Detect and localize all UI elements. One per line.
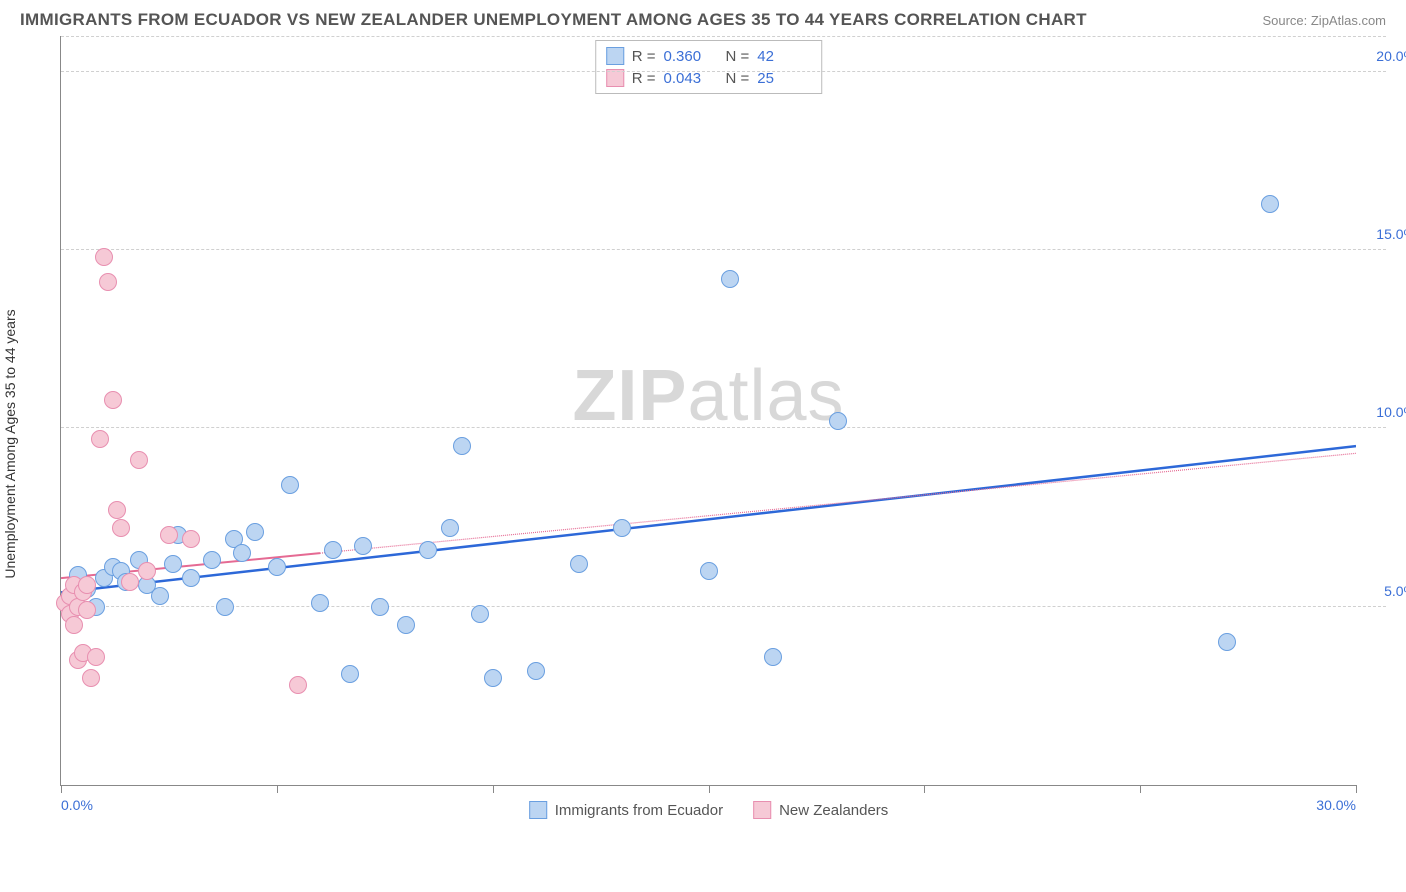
legend-series: Immigrants from Ecuador New Zealanders <box>529 801 889 819</box>
legend-r-value: 0.360 <box>664 48 718 65</box>
scatter-point-ecuador <box>281 476 299 494</box>
scatter-point-ecuador <box>441 519 459 537</box>
scatter-point-nz <box>138 562 156 580</box>
gridline <box>61 249 1386 250</box>
watermark-light: atlas <box>687 356 844 436</box>
scatter-point-ecuador <box>324 541 342 559</box>
legend-series-label: Immigrants from Ecuador <box>555 802 723 819</box>
gridline <box>61 71 1386 72</box>
scatter-point-ecuador <box>829 412 847 430</box>
scatter-point-ecuador <box>397 616 415 634</box>
scatter-point-nz <box>121 573 139 591</box>
scatter-point-nz <box>99 273 117 291</box>
gridline <box>61 427 1386 428</box>
scatter-point-ecuador <box>471 605 489 623</box>
scatter-point-nz <box>130 451 148 469</box>
scatter-point-ecuador <box>341 665 359 683</box>
plot-area: ZIPatlas R =0.360N =42R =0.043N =25 Immi… <box>60 36 1356 786</box>
x-tick <box>61 785 62 793</box>
legend-stat-row: R = 0.360 N = 42 <box>606 45 812 67</box>
scatter-point-nz <box>160 526 178 544</box>
scatter-point-nz <box>112 519 130 537</box>
watermark: ZIPatlas <box>572 355 844 437</box>
scatter-point-ecuador <box>419 541 437 559</box>
page-title: IMMIGRANTS FROM ECUADOR VS NEW ZEALANDER… <box>20 10 1087 30</box>
scatter-point-ecuador <box>246 523 264 541</box>
y-tick-label: 20.0% <box>1376 48 1406 64</box>
scatter-point-nz <box>289 676 307 694</box>
legend-n-value: 25 <box>757 70 811 87</box>
scatter-point-ecuador <box>613 519 631 537</box>
x-tick <box>493 785 494 793</box>
gridline <box>61 36 1386 37</box>
scatter-point-ecuador <box>484 669 502 687</box>
scatter-point-nz <box>65 616 83 634</box>
scatter-point-nz <box>104 391 122 409</box>
legend-series-item: Immigrants from Ecuador <box>529 801 723 819</box>
y-tick-label: 5.0% <box>1384 583 1406 599</box>
legend-swatch <box>529 801 547 819</box>
scatter-point-nz <box>108 501 126 519</box>
legend-swatch <box>606 69 624 87</box>
scatter-point-nz <box>91 430 109 448</box>
x-tick <box>1356 785 1357 793</box>
scatter-point-ecuador <box>216 598 234 616</box>
scatter-point-nz <box>182 530 200 548</box>
legend-swatch <box>606 47 624 65</box>
scatter-point-ecuador <box>764 648 782 666</box>
x-tick-label: 0.0% <box>61 797 93 813</box>
scatter-point-ecuador <box>311 594 329 612</box>
legend-n-value: 42 <box>757 48 811 65</box>
scatter-point-ecuador <box>233 544 251 562</box>
scatter-point-ecuador <box>453 437 471 455</box>
legend-r-label: R = <box>632 70 656 87</box>
source-attribution: Source: ZipAtlas.com <box>1262 13 1386 28</box>
scatter-point-ecuador <box>182 569 200 587</box>
legend-series-label: New Zealanders <box>779 802 888 819</box>
scatter-point-ecuador <box>1218 633 1236 651</box>
scatter-point-ecuador <box>1261 195 1279 213</box>
scatter-point-ecuador <box>151 587 169 605</box>
scatter-point-ecuador <box>570 555 588 573</box>
scatter-point-nz <box>95 248 113 266</box>
correlation-chart: Unemployment Among Ages 35 to 44 years Z… <box>20 36 1386 836</box>
watermark-bold: ZIP <box>572 356 687 436</box>
legend-r-label: R = <box>632 48 656 65</box>
scatter-point-ecuador <box>164 555 182 573</box>
legend-n-label: N = <box>726 70 750 87</box>
legend-stats: R = 0.360 N = 42 R = 0.043 N = 25 <box>595 40 823 94</box>
gridline <box>61 606 1386 607</box>
scatter-point-nz <box>87 648 105 666</box>
scatter-point-ecuador <box>203 551 221 569</box>
x-tick <box>1140 785 1141 793</box>
legend-n-label: N = <box>726 48 750 65</box>
scatter-point-ecuador <box>721 270 739 288</box>
x-tick <box>709 785 710 793</box>
scatter-point-ecuador <box>700 562 718 580</box>
scatter-point-ecuador <box>371 598 389 616</box>
y-tick-label: 15.0% <box>1376 226 1406 242</box>
legend-r-value: 0.043 <box>664 70 718 87</box>
x-tick <box>277 785 278 793</box>
y-tick-label: 10.0% <box>1376 404 1406 420</box>
scatter-point-ecuador <box>354 537 372 555</box>
scatter-point-nz <box>82 669 100 687</box>
y-axis-label: Unemployment Among Ages 35 to 44 years <box>2 309 18 578</box>
scatter-point-nz <box>78 576 96 594</box>
scatter-point-ecuador <box>268 558 286 576</box>
legend-swatch <box>753 801 771 819</box>
x-tick-label: 30.0% <box>1316 797 1356 813</box>
legend-series-item: New Zealanders <box>753 801 888 819</box>
scatter-point-nz <box>78 601 96 619</box>
x-tick <box>924 785 925 793</box>
scatter-point-ecuador <box>527 662 545 680</box>
